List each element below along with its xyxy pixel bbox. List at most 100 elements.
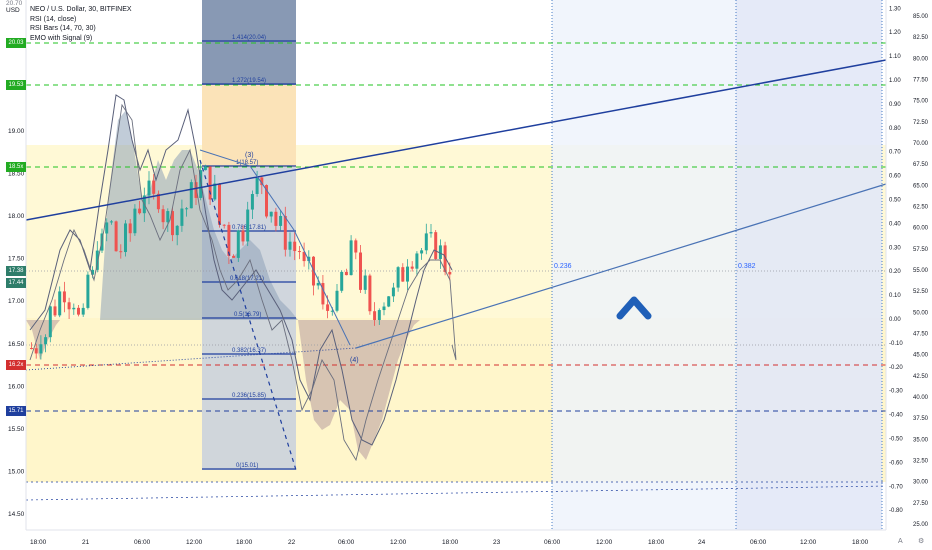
candle-body — [77, 307, 80, 315]
candle-body — [218, 183, 221, 225]
candle-body — [199, 170, 203, 198]
candlesticks — [30, 161, 452, 360]
right-axis-2-tick: 50.00 — [913, 310, 929, 316]
right-axis-2-tick: 52.50 — [913, 289, 929, 295]
fib-time-zone-2 — [736, 0, 882, 530]
gear-icon[interactable]: ⚙ — [918, 538, 925, 545]
right-axis-1-tick: 0.50 — [889, 198, 901, 204]
currency-label: 20.70 USD — [6, 0, 23, 14]
right-axis-1-tick: 1.10 — [889, 54, 901, 60]
candle-body — [128, 223, 132, 234]
fib-level-label: 0.618(17.21) — [230, 276, 264, 282]
candle-body — [109, 221, 113, 223]
fib-level-label: 1.272(19.54) — [232, 78, 266, 84]
chevron-up-icon — [616, 296, 652, 320]
fib-level-label: 1.414(20.04) — [232, 35, 266, 41]
fan-label: 0.236 — [554, 263, 572, 270]
right-axis-1-tick: 0.00 — [889, 317, 901, 323]
right-axis-2-tick: 65.00 — [913, 183, 929, 189]
candle-body — [241, 230, 245, 242]
candle-body — [269, 211, 273, 217]
candle-body — [166, 211, 170, 223]
left-axis-tick: 17.50 — [8, 256, 25, 263]
rsi-bars-legend[interactable]: RSI Bars (14, 70, 30) — [30, 25, 96, 32]
emo-legend[interactable]: EMO with Signal (9) — [30, 34, 93, 42]
right-axis-1-tick: 0.80 — [889, 126, 901, 132]
trendline-upper — [25, 59, 887, 221]
candle-body — [265, 185, 268, 217]
right-axis-2-tick: 55.00 — [913, 268, 929, 274]
candle-body — [297, 251, 301, 253]
rsi-legend[interactable]: RSI (14, close) — [30, 15, 77, 23]
time-axis-tick: 18:00 — [30, 539, 47, 546]
price-tag: 17.44 — [6, 278, 26, 288]
candle-body — [67, 302, 71, 310]
right-axis-2-tick: 47.50 — [913, 332, 929, 338]
candle-body — [246, 209, 250, 242]
candle-body — [114, 221, 118, 252]
candle-body — [39, 344, 43, 354]
candle-body — [236, 230, 240, 258]
candle-body — [232, 255, 236, 258]
left-axis-tick: 17.00 — [8, 298, 25, 305]
candle-body — [72, 307, 76, 310]
candle-body — [171, 211, 174, 236]
candle-body — [373, 311, 377, 321]
candle-body — [410, 266, 414, 269]
time-axis-tick: 22 — [288, 539, 296, 546]
rsi-overbought-fill — [100, 110, 298, 320]
right-axis-1-tick: -0.70 — [889, 484, 903, 490]
candle-body — [86, 274, 90, 308]
right-axis-1-tick: -0.80 — [889, 508, 903, 514]
candle-body — [30, 348, 33, 350]
candle-body — [344, 271, 348, 276]
fib-time-zone-1 — [552, 0, 736, 530]
right-axis-2-tick: 25.00 — [913, 522, 929, 528]
candle-body — [391, 287, 395, 297]
left-axis-tick: 19.00 — [8, 128, 25, 135]
candle-body — [44, 337, 48, 345]
fib-level-label: 1(18.57) — [236, 160, 258, 166]
candle-body — [58, 291, 62, 316]
time-axis-tick: 21 — [82, 539, 90, 546]
right-axis-2-tick: 77.50 — [913, 78, 929, 84]
trendline-dotted — [25, 347, 357, 371]
candle-body — [156, 193, 160, 210]
candle-body — [138, 208, 142, 214]
right-axis-1-tick: 0.30 — [889, 245, 901, 251]
candle-body — [250, 194, 254, 210]
right-axis-1-tick: 1.20 — [889, 30, 901, 36]
time-axis-tick: 12:00 — [800, 539, 817, 546]
candle-body — [213, 183, 217, 200]
candle-body — [424, 233, 428, 251]
time-axis-tick: 23 — [493, 539, 501, 546]
candle-body — [415, 253, 419, 269]
candle-body — [302, 251, 306, 262]
time-axis-tick: 18:00 — [236, 539, 253, 546]
candle-body — [354, 240, 358, 253]
right-axis-1-tick: -0.20 — [889, 365, 903, 371]
right-axis-1-tick: 1.30 — [889, 6, 901, 12]
candle-body — [396, 267, 400, 288]
time-axis-tick: 06:00 — [750, 539, 767, 546]
price-tag: 16.2x — [6, 360, 26, 370]
time-axis-tick: 12:00 — [596, 539, 613, 546]
candle-body — [349, 240, 353, 276]
candle-body — [274, 211, 278, 226]
price-tag: 18.5x — [6, 162, 26, 172]
projection-dashed — [199, 159, 297, 471]
right-axis-2-tick: 85.00 — [913, 14, 929, 20]
left-axis-tick: 16.50 — [8, 341, 25, 348]
right-axis-1-tick: 0.40 — [889, 221, 901, 227]
candle-body — [81, 307, 85, 315]
candle-body — [119, 251, 123, 253]
fib-level-label: 0(15.01) — [236, 463, 258, 469]
price-tag: 17.38 — [6, 266, 26, 276]
auto-scale-button[interactable]: A — [898, 538, 903, 545]
right-axis-2-tick: 70.00 — [913, 141, 929, 147]
candle-body — [307, 256, 311, 262]
candle-body — [429, 232, 433, 234]
time-axis-tick: 18:00 — [852, 539, 869, 546]
